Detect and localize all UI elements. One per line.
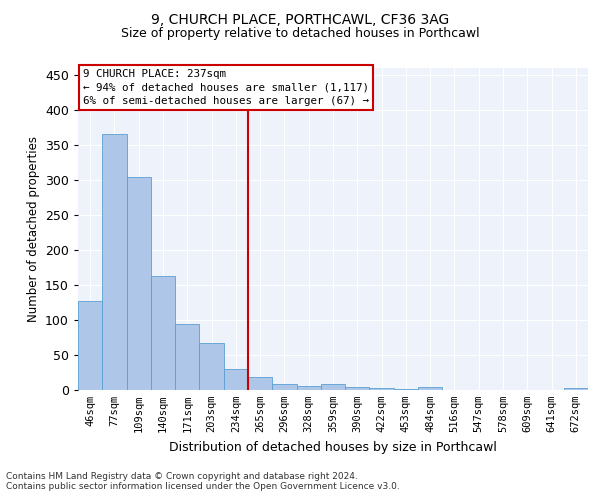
Bar: [321, 384, 345, 390]
Bar: [272, 384, 296, 390]
Bar: [418, 387, 442, 390]
Text: Contains public sector information licensed under the Open Government Licence v3: Contains public sector information licen…: [6, 482, 400, 491]
Text: 9, CHURCH PLACE, PORTHCAWL, CF36 3AG: 9, CHURCH PLACE, PORTHCAWL, CF36 3AG: [151, 12, 449, 26]
Bar: [224, 369, 248, 390]
Bar: [175, 324, 199, 390]
Bar: [151, 276, 175, 390]
Text: Contains HM Land Registry data © Crown copyright and database right 2024.: Contains HM Land Registry data © Crown c…: [6, 472, 358, 481]
Bar: [564, 388, 588, 390]
Text: 9 CHURCH PLACE: 237sqm
← 94% of detached houses are smaller (1,117)
6% of semi-d: 9 CHURCH PLACE: 237sqm ← 94% of detached…: [83, 69, 369, 106]
Bar: [102, 134, 127, 390]
Bar: [127, 177, 151, 390]
Bar: [296, 386, 321, 390]
Bar: [199, 343, 224, 390]
Text: Size of property relative to detached houses in Porthcawl: Size of property relative to detached ho…: [121, 28, 479, 40]
Bar: [345, 387, 370, 390]
Bar: [78, 301, 102, 390]
Bar: [370, 388, 394, 390]
Y-axis label: Number of detached properties: Number of detached properties: [26, 136, 40, 322]
X-axis label: Distribution of detached houses by size in Porthcawl: Distribution of detached houses by size …: [169, 440, 497, 454]
Bar: [248, 378, 272, 390]
